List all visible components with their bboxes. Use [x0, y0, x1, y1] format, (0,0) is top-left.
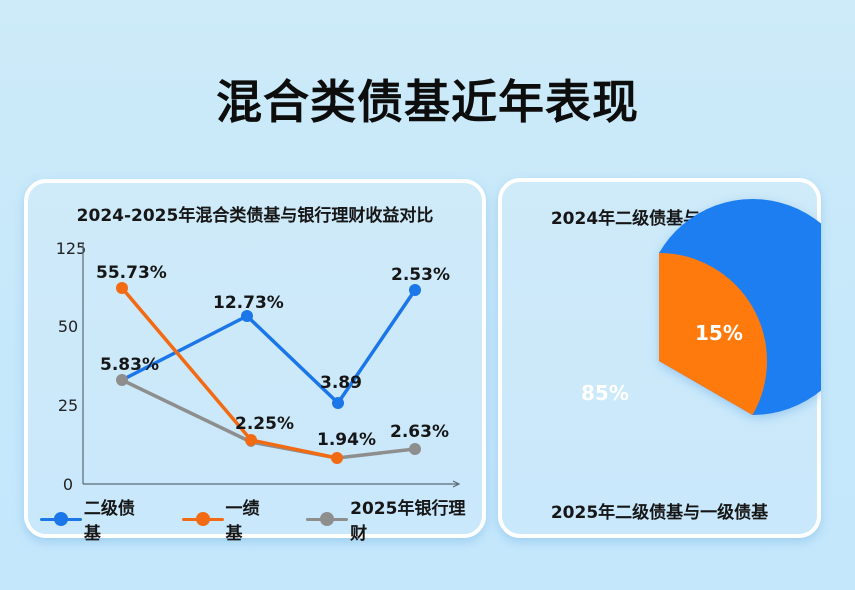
line-chart-title: 2024-2025年混合类债基与银行理财收益对比	[76, 206, 434, 226]
point-gray-4[interactable]	[409, 443, 421, 455]
pie-label-blue: 85%	[581, 381, 629, 405]
label-gray-4: 2.63%	[390, 422, 449, 442]
point-gray-1[interactable]	[116, 374, 128, 386]
label-orange-2: 2.25%	[235, 414, 294, 434]
label-orange-3: 1.94%	[317, 430, 376, 450]
y-tick-25: 25	[58, 396, 78, 415]
x-axis-arrow-icon	[452, 480, 461, 488]
label-blue-4: 2.53%	[391, 265, 450, 285]
label-orange-1: 55.73%	[96, 263, 167, 283]
legend-marker-orange-icon	[181, 512, 224, 526]
legend-label: 二级债基	[83, 499, 135, 544]
pie-slice-orange[interactable]	[659, 253, 767, 415]
y-tick-0: 0	[63, 475, 73, 494]
pie-chart-plot: 15% 85%	[581, 199, 821, 415]
series-line-blue	[121, 289, 417, 405]
point-blue-4[interactable]	[409, 284, 421, 296]
legend-item-blue[interactable]: 二级债基	[40, 494, 152, 544]
y-tick-125: 125	[56, 239, 87, 258]
legend-label: 2025年银行理财	[350, 499, 466, 544]
point-blue-3[interactable]	[332, 397, 344, 409]
point-orange-1[interactable]	[116, 282, 128, 294]
point-blue-2[interactable]	[241, 310, 253, 322]
line-chart-card: 2024-2025年混合类债基与银行理财收益对比 125 50 25 0 55.…	[24, 179, 486, 544]
page-title: 混合类债基近年表现	[216, 75, 639, 129]
legend-label: 一绩基	[225, 499, 260, 544]
pie-chart-subtitle: 2025年二级债基与一级债基	[550, 503, 769, 523]
legend-item-orange[interactable]: 一绩基	[181, 494, 277, 544]
legend-marker-blue-icon	[40, 512, 82, 526]
legend-marker-gray-icon	[306, 512, 349, 526]
point-orange-2[interactable]	[245, 434, 257, 446]
legend-item-gray[interactable]: 2025年银行理财	[306, 494, 482, 544]
label-blue-2: 12.73%	[213, 293, 284, 313]
chart-legend: 二级债基 一绩基 2025年银行理财	[40, 494, 482, 544]
pie-chart-card: 2024年二级债基与一级债基 15% 85% 2025年二级债基与一级债基	[498, 178, 821, 538]
label-gray-1: 5.83%	[100, 355, 159, 375]
point-orange-3[interactable]	[331, 452, 343, 464]
pie-label-orange: 15%	[695, 321, 743, 345]
line-chart-plot: 125 50 25 0 55.73% 12.73% 5.83% 3.89 2.5…	[56, 239, 461, 494]
label-blue-3: 3.89	[320, 373, 362, 393]
y-tick-50: 50	[58, 317, 78, 336]
